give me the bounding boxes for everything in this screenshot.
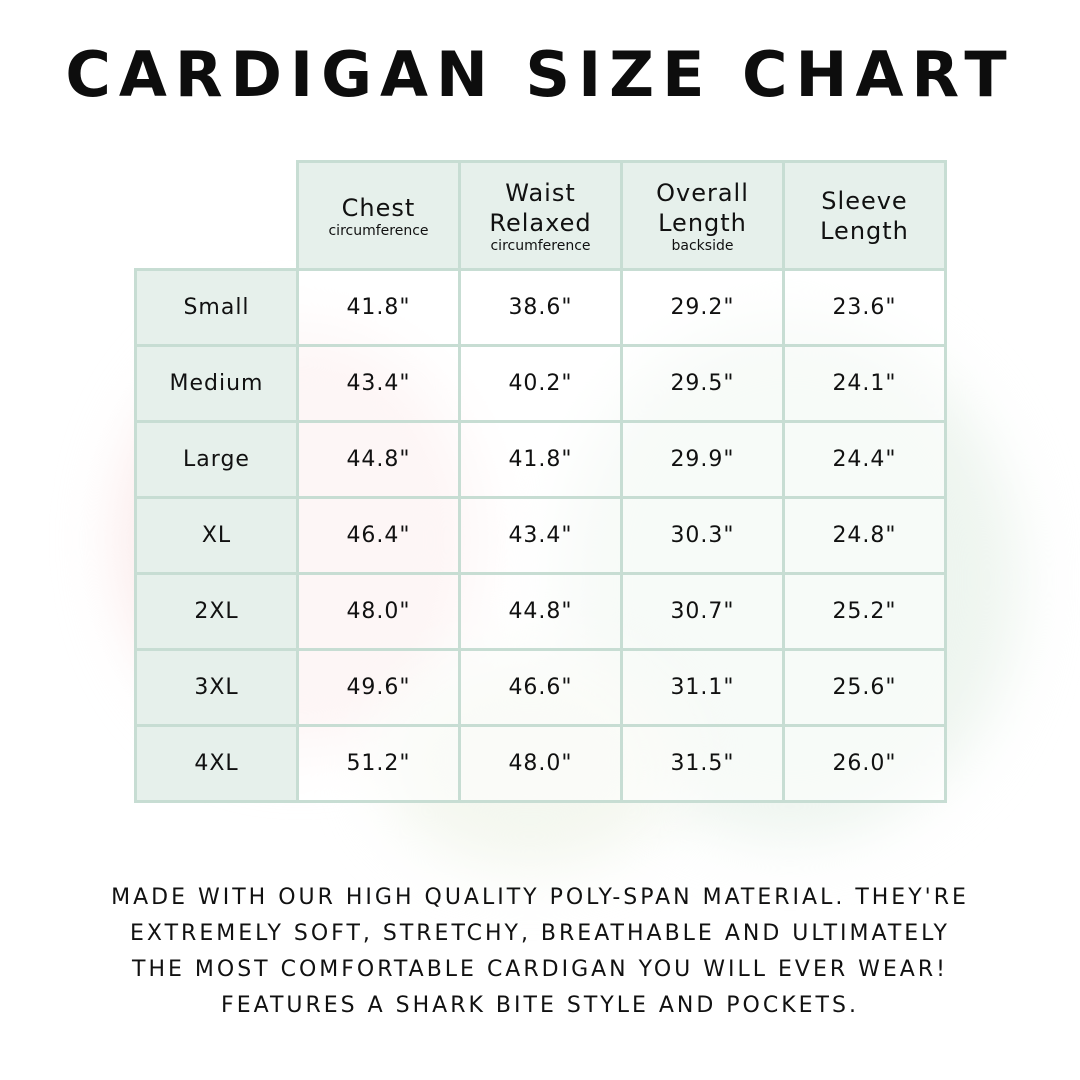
description-line: extremely soft, stretchy, breathable and…	[130, 921, 950, 946]
table-cell: 38.6"	[458, 268, 623, 347]
table-cell: 30.3"	[620, 496, 785, 575]
table-cell: 43.4"	[296, 344, 461, 423]
table-cell: 24.4"	[782, 420, 947, 499]
row-size-label: 2XL	[134, 572, 299, 651]
column-header-label: Length	[820, 216, 909, 245]
table-cell: 40.2"	[458, 344, 623, 423]
table-cell: 48.0"	[296, 572, 461, 651]
column-header-sub: circumference	[490, 237, 591, 254]
description-line: the most comfortable cardigan you will e…	[132, 957, 948, 982]
table-cell: 25.2"	[782, 572, 947, 651]
table-cell: 51.2"	[296, 724, 461, 803]
column-header-label: Length	[658, 208, 747, 237]
table-cell: 44.8"	[296, 420, 461, 499]
table-cell: 41.8"	[458, 420, 623, 499]
size-table: Chest circumference Waist Relaxed circumfere…	[134, 160, 947, 803]
table-cell: 29.9"	[620, 420, 785, 499]
table-cell: 46.4"	[296, 496, 461, 575]
table-cell: 23.6"	[782, 268, 947, 347]
page-title: CARDIGAN SIZE CHART	[65, 38, 1015, 111]
row-size-label: 3XL	[134, 648, 299, 727]
table-cell: 26.0"	[782, 724, 947, 803]
column-header-label: Waist	[505, 178, 576, 207]
row-size-label: Medium	[134, 344, 299, 423]
column-header-sub: backside	[671, 237, 734, 254]
table-cell: 43.4"	[458, 496, 623, 575]
column-header-label: Relaxed	[489, 208, 592, 237]
table-cell: 31.5"	[620, 724, 785, 803]
table-cell: 24.8"	[782, 496, 947, 575]
table-cell: 29.5"	[620, 344, 785, 423]
column-header-label: Chest	[341, 193, 416, 222]
row-size-label: 4XL	[134, 724, 299, 803]
row-size-label: XL	[134, 496, 299, 575]
column-header: Overall Length backside	[620, 160, 785, 271]
table-cell: 29.2"	[620, 268, 785, 347]
row-size-label: Large	[134, 420, 299, 499]
column-header: Waist Relaxed circumference	[458, 160, 623, 271]
product-description: Made with our high quality poly-span mat…	[0, 880, 1080, 1024]
table-cell: 49.6"	[296, 648, 461, 727]
column-header-label: Overall	[656, 178, 749, 207]
row-size-label: Small	[134, 268, 299, 347]
table-cell: 31.1"	[620, 648, 785, 727]
table-cell: 24.1"	[782, 344, 947, 423]
table-cell: 25.6"	[782, 648, 947, 727]
table-cell: 41.8"	[296, 268, 461, 347]
table-cell: 46.6"	[458, 648, 623, 727]
column-header: Chest circumference	[296, 160, 461, 271]
column-header: Sleeve Length	[782, 160, 947, 271]
table-cell: 48.0"	[458, 724, 623, 803]
table-cell: 30.7"	[620, 572, 785, 651]
column-header-label: Sleeve	[821, 186, 908, 215]
table-cell: 44.8"	[458, 572, 623, 651]
column-header-sub: circumference	[328, 222, 429, 239]
description-line: Features a shark bite style and pockets.	[221, 993, 859, 1018]
description-line: Made with our high quality poly-span mat…	[111, 885, 969, 910]
